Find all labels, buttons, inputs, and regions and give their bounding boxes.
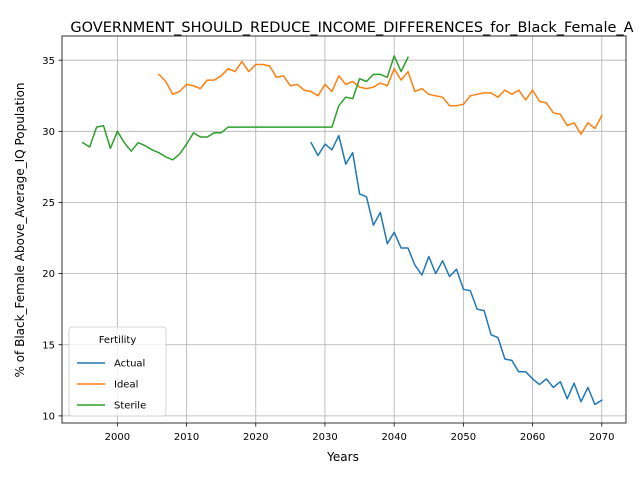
series-line-actual <box>310 134 603 406</box>
y-tick-label: 35 <box>42 56 55 67</box>
legend-label: Actual <box>114 359 145 370</box>
series-line-sterile <box>81 55 410 161</box>
y-tick-label: 30 <box>42 127 55 138</box>
x-tick-label: 2060 <box>520 432 545 443</box>
x-tick-label: 2040 <box>381 432 406 443</box>
legend-title: Fertility <box>99 335 137 346</box>
x-tick-label: 2020 <box>243 432 268 443</box>
y-tick-label: 20 <box>42 269 55 280</box>
legend-box <box>68 326 167 417</box>
legend-label: Sterile <box>114 401 146 412</box>
legend: Fertility Actual Ideal Sterile <box>68 326 167 417</box>
series-lines <box>81 55 603 406</box>
x-axis-label: Years <box>326 450 359 464</box>
y-tick-label: 25 <box>42 198 55 209</box>
x-tick-label: 2000 <box>105 432 130 443</box>
series-line-ideal <box>157 60 603 135</box>
axes-frame <box>61 35 627 424</box>
y-tick-label: 15 <box>42 340 55 351</box>
x-tick-label: 2030 <box>312 432 337 443</box>
y-axis-label: % of Black_Female Above_Average_IQ Popul… <box>13 82 27 377</box>
x-tick-label: 2070 <box>589 432 614 443</box>
legend-label: Ideal <box>114 380 138 391</box>
x-tick-label: 2010 <box>174 432 199 443</box>
ticks: 2000 2010 2020 2030 2040 2050 2060 2070 10 15 20 25… <box>42 56 614 443</box>
y-tick-label: 10 <box>42 411 55 422</box>
chart-title: GOVERNMENT_SHOULD_REDUCE_INCOME_DIFFEREN… <box>70 20 633 36</box>
x-tick-label: 2050 <box>451 432 476 443</box>
